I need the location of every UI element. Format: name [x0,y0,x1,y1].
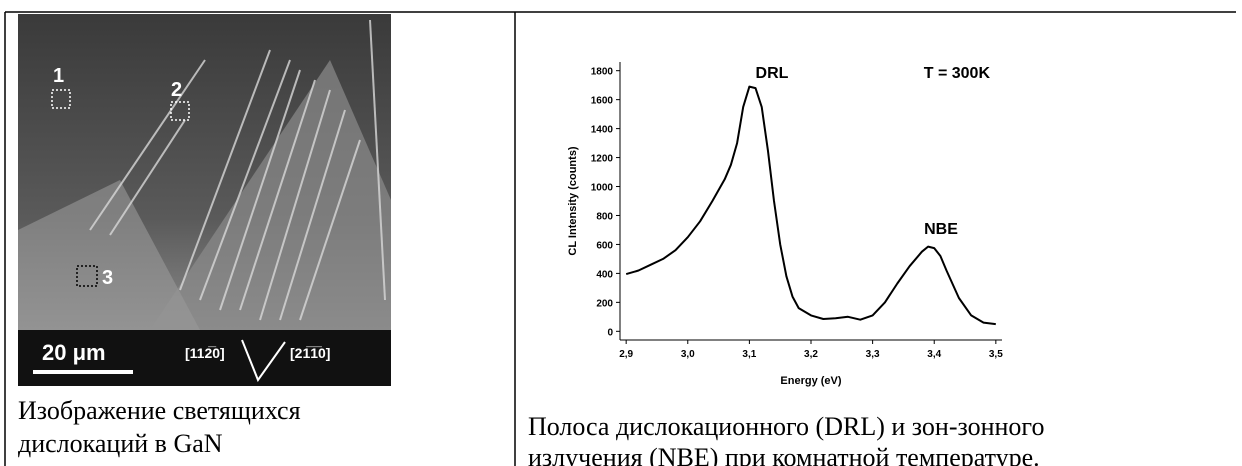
y-tick-label: 200 [596,298,613,309]
dislocation-region [18,180,200,330]
y-tick-label: 1400 [591,125,614,136]
chart: Energy (eV) CL Intensity (counts) DRL NB… [567,62,1003,387]
annotation: DRL [756,65,789,82]
dislocation-lines [89,19,386,321]
caption-line: излучения (NBE) при комнатной температур… [528,443,1040,466]
line-series [625,85,996,326]
line [299,139,361,321]
line [109,119,186,236]
x-tick-label: 3,2 [804,349,818,360]
x-axis-label: Energy (eV) [780,375,841,387]
point-label: 2 [171,79,182,101]
caption-line: Полоса дислокационного (DRL) и зон-зонно… [528,412,1044,441]
line [279,109,346,321]
line [369,19,386,301]
x-tick-label: 3,0 [681,349,695,360]
x-tick-label: 3,3 [866,349,880,360]
y-tick-label: 1000 [591,183,614,194]
x-tick-label: 3,1 [742,349,756,360]
line [259,89,331,321]
dislocation-region [150,60,391,330]
table-borders [4,11,1236,466]
direction-label: [21̅1̅0] [290,345,330,361]
y-tick-label: 600 [596,240,613,251]
line [199,59,291,301]
y-tick-label: 0 [607,327,613,338]
point-label: 3 [102,267,113,289]
y-tick-label: 400 [596,269,613,280]
x-tick-label: 2,9 [619,349,633,360]
caption-line: дислокаций в GaN [18,429,223,458]
x-tick-label: 3,4 [927,349,941,360]
direction-arrows [241,339,286,383]
marker-box [170,101,190,121]
micrograph: 1 2 3 20 μm [112̅0] [21̅1̅0] [18,14,391,386]
scale-strip [18,330,391,386]
markers [51,89,190,287]
direction-label: [112̅0] [185,345,225,361]
y-axis-label: CL Intensity (counts) [567,146,579,256]
marker-box [51,89,71,109]
caption-line: Изображение светящихся [18,396,301,425]
line [179,49,271,291]
y-tick-label: 1600 [591,96,614,107]
x-tick-label: 3,5 [989,349,1003,360]
line [219,69,301,311]
line [239,79,316,311]
marker-box [76,265,98,287]
annotation: T = 300K [924,65,991,82]
scale-label: 20 μm [42,340,106,365]
annotation: NBE [924,221,958,238]
y-tick-label: 800 [596,211,613,222]
line [89,59,206,231]
y-tick-label: 1200 [591,154,614,165]
y-tick-label: 1800 [591,67,614,78]
point-label: 1 [53,65,64,87]
